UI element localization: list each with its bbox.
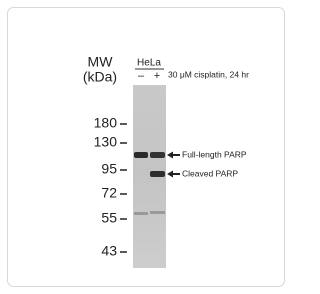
- band: [150, 152, 165, 158]
- band: [150, 171, 165, 177]
- marker-label: 55: [101, 210, 117, 226]
- marker-label: 95: [101, 161, 117, 177]
- unit-label: (kDa): [83, 69, 117, 85]
- band: [134, 152, 148, 158]
- faint-band: [150, 211, 165, 214]
- marker-label: 180: [94, 115, 118, 131]
- figure: MW (kDa) HeLa – + 30 μM cisplatin, 24 hr…: [0, 0, 292, 294]
- lane-label: –: [138, 70, 145, 82]
- faint-band: [134, 212, 148, 215]
- page: MW (kDa) HeLa – + 30 μM cisplatin, 24 hr…: [0, 0, 292, 294]
- band-label: Full-length PARP: [182, 149, 247, 159]
- lane-label: +: [154, 70, 160, 82]
- cell-line: HeLa: [137, 58, 161, 69]
- treatment: 30 μM cisplatin, 24 hr: [168, 69, 249, 79]
- marker-label: 130: [94, 134, 118, 150]
- marker-label: 43: [101, 243, 117, 259]
- marker-label: 72: [101, 185, 117, 201]
- mw-label: MW: [88, 54, 114, 70]
- band-label: Cleaved PARP: [182, 168, 238, 178]
